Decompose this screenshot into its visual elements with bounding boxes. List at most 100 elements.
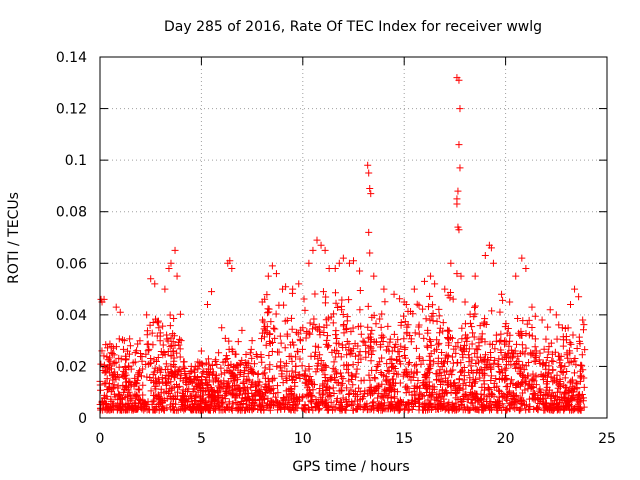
data-point [106,406,114,414]
data-point [406,331,414,339]
data-point [329,406,337,414]
data-point [299,324,307,332]
data-point [349,381,357,389]
data-point [336,399,344,407]
data-point [176,365,184,373]
data-point [473,353,481,361]
data-point [167,259,175,267]
data-point [246,396,254,404]
data-point [241,390,249,398]
data-point [142,350,150,358]
data-point [426,356,434,364]
data-point [377,323,385,331]
data-point [312,368,320,376]
data-point [548,350,556,358]
x-tick-label: 15 [395,431,413,447]
data-point [307,391,315,399]
data-point [176,310,184,318]
data-point [343,338,351,346]
data-point [218,394,226,402]
data-point [280,301,288,309]
data-point [169,370,177,378]
data-point [454,187,462,195]
data-point [369,347,377,355]
data-point [339,344,347,352]
data-point [258,298,266,306]
data-point [228,406,236,414]
data-point [380,285,388,293]
data-point [100,352,108,360]
data-point [397,342,405,350]
data-point [524,385,532,393]
data-point [151,280,159,288]
data-point [179,392,187,400]
data-point [149,341,157,349]
data-point [482,321,490,329]
data-point [299,393,307,401]
data-point [507,376,515,384]
data-point [364,323,372,331]
data-point [192,391,200,399]
data-point [475,406,483,414]
data-point [421,381,429,389]
data-point [576,397,584,405]
data-point [116,308,124,316]
data-point [318,396,326,404]
data-point [168,386,176,394]
data-point [449,295,457,303]
data-point [497,349,505,357]
data-point [436,324,444,332]
data-point [114,384,122,392]
data-point [528,376,536,384]
data-point [433,317,441,325]
data-point [266,330,274,338]
data-point [247,345,255,353]
data-point [179,386,187,394]
data-point [562,383,570,391]
data-point [391,343,399,351]
data-point [261,395,269,403]
data-point [455,76,463,84]
data-point [268,262,276,270]
data-point [390,406,398,414]
data-point [539,372,547,380]
data-point [173,349,181,357]
data-point [282,387,290,395]
data-point [340,321,348,329]
data-point [371,375,379,383]
data-point [312,324,320,332]
data-point [487,244,495,252]
data-point [265,305,273,313]
data-point [490,359,498,367]
data-point [513,340,521,348]
data-point [328,373,336,381]
data-point [119,402,127,410]
data-point [278,370,286,378]
data-point [430,383,438,391]
data-point [565,402,573,410]
data-point [566,301,574,309]
data-point [165,388,173,396]
data-point [252,350,260,358]
data-point [101,369,109,377]
data-point [529,375,537,383]
data-point [444,291,452,299]
data-point [121,374,129,382]
data-point [217,370,225,378]
data-point [166,343,174,351]
data-point [152,357,160,365]
data-point [443,367,451,375]
data-point [491,345,499,353]
data-point [134,371,142,379]
data-point [544,323,552,331]
data-point [509,349,517,357]
data-point [371,386,379,394]
data-point [385,367,393,375]
data-point [106,340,114,348]
data-point [508,400,516,408]
data-point [199,396,207,404]
data-point [391,387,399,395]
data-point [143,311,151,319]
data-point [283,332,291,340]
data-point [352,370,360,378]
